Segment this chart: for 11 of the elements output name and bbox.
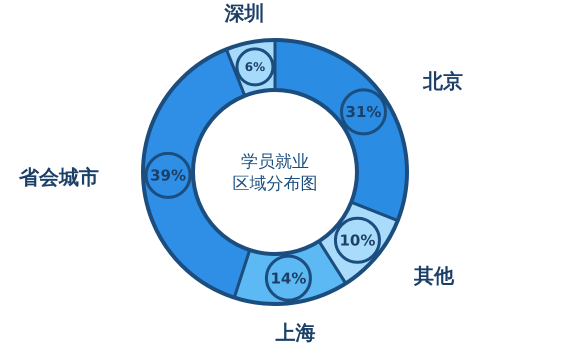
text: 学员就业区域分布图 bbox=[232, 152, 318, 194]
data-label: 31% bbox=[346, 103, 382, 122]
data-label: 39% bbox=[150, 166, 186, 185]
data-label: 14% bbox=[270, 269, 306, 288]
slice-label: 其他 bbox=[412, 263, 455, 288]
slice-label: 深圳 bbox=[224, 0, 265, 25]
data-label: 10% bbox=[339, 231, 376, 250]
slice-label: 北京 bbox=[422, 68, 463, 93]
data-label: 6% bbox=[244, 60, 266, 74]
legend-label: 省会城市 bbox=[18, 165, 100, 190]
slice-label: 上海 bbox=[274, 320, 316, 345]
